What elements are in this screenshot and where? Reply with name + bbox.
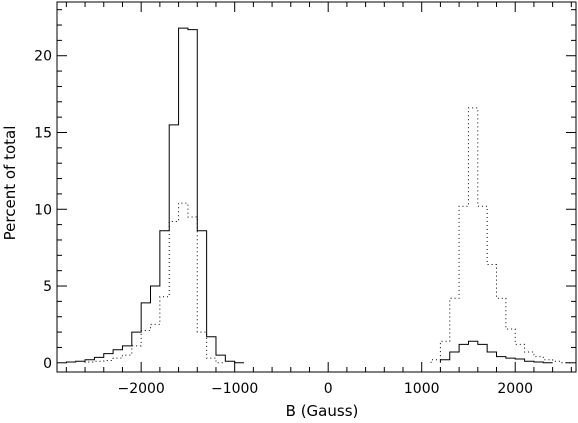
histogram-bin <box>525 352 534 363</box>
histogram-bin <box>543 360 552 363</box>
histogram-bin <box>216 355 225 363</box>
histogram-bin <box>553 361 562 363</box>
histogram-bin <box>66 362 75 363</box>
x-axis-title: B (Gauss) <box>286 402 359 420</box>
histogram-outline-solid <box>65 27 245 364</box>
y-tick-label: 15 <box>34 125 52 141</box>
plot-border <box>56 1 577 373</box>
histogram-bin <box>478 206 487 363</box>
histogram-bin <box>515 344 524 362</box>
plot-frame <box>56 1 577 373</box>
histogram-bin <box>450 298 459 362</box>
histogram-bin <box>188 217 197 363</box>
y-tick-label: 10 <box>34 202 52 218</box>
y-axis-title: Percent of total <box>1 126 19 241</box>
histogram-bin <box>113 358 122 363</box>
histogram-bin <box>506 329 515 363</box>
histogram-bin <box>534 357 543 363</box>
histogram-bin <box>85 362 94 363</box>
histogram-bin <box>94 361 103 363</box>
histogram-bin <box>122 355 131 363</box>
y-tick-label: 0 <box>43 356 52 372</box>
x-tick-label: 1000 <box>404 381 440 397</box>
y-tick-label: 5 <box>43 279 52 295</box>
x-tick-label: 0 <box>324 381 333 397</box>
histogram-outline-dotted <box>84 202 226 364</box>
histogram-bin <box>487 265 496 363</box>
histogram-series <box>65 27 572 364</box>
series-dotted <box>84 107 572 364</box>
x-axis-ticks: −2000 −1000 0 1000 2000 <box>65 2 572 397</box>
histogram-outline-solid <box>439 340 553 364</box>
x-tick-label: 2000 <box>497 381 533 397</box>
histogram-bin <box>132 346 141 363</box>
histogram-bin <box>468 108 477 363</box>
histogram-bin <box>197 332 206 363</box>
histogram-bin <box>160 297 169 363</box>
histogram-bin <box>151 324 160 362</box>
histogram-bin <box>179 203 188 363</box>
histogram-bin <box>104 360 113 362</box>
histogram-bin <box>76 361 85 363</box>
histogram-bin <box>431 360 440 363</box>
histogram-bin <box>225 361 234 363</box>
x-tick-label: −1000 <box>211 381 258 397</box>
histogram-bin <box>141 331 150 363</box>
y-axis-ticks: 0 5 10 15 20 <box>34 9 576 372</box>
histogram-bin <box>169 222 178 363</box>
histogram-bin <box>497 298 506 362</box>
histogram-bin <box>459 206 468 363</box>
x-tick-label: −2000 <box>117 381 164 397</box>
y-tick-label: 20 <box>34 49 52 65</box>
series-solid <box>65 27 553 364</box>
histogram-bin <box>440 341 449 362</box>
histogram-bin <box>207 358 216 363</box>
